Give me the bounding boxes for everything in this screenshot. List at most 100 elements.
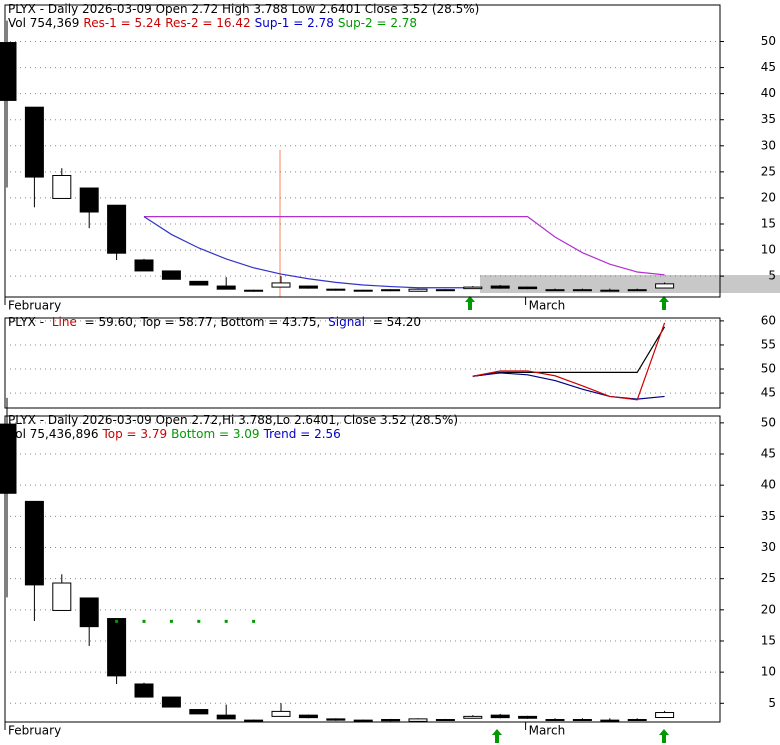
x-tick-label: March	[529, 299, 566, 313]
panel-frame	[4, 415, 721, 723]
header-part: Signal	[328, 315, 365, 329]
candle-body	[545, 719, 565, 722]
candle-body	[216, 714, 236, 720]
candle-body	[189, 709, 209, 715]
y-tick-label: 40	[761, 478, 776, 492]
series-line	[472, 372, 665, 400]
candle-body	[0, 423, 17, 494]
candle-body	[490, 714, 510, 719]
header: Vol 75,436,896 Top = 3.79 Bottom = 3.09 Tre…	[8, 427, 341, 441]
header-part: Trend = 2.56	[263, 427, 341, 441]
trend-dot	[252, 619, 256, 623]
candle-body	[0, 42, 17, 101]
y-tick-label: 50	[761, 415, 776, 429]
candle-body	[435, 289, 455, 292]
candle-body	[79, 187, 99, 213]
candle-body	[326, 288, 346, 291]
arrow	[465, 296, 475, 310]
candle-body	[24, 500, 44, 586]
y-tick-label: 5	[768, 269, 776, 283]
candle-body	[244, 289, 264, 292]
candle-body	[107, 204, 127, 254]
candle-body	[79, 597, 99, 628]
y-tick-label: 15	[761, 217, 776, 231]
candle-body	[298, 714, 318, 719]
x-tick-label: February	[8, 299, 61, 313]
panel-frame	[4, 4, 721, 298]
panel-frame	[4, 317, 721, 409]
candle-body	[627, 719, 647, 722]
candle-body	[408, 288, 428, 292]
candle-body	[408, 718, 428, 722]
candle-body	[381, 289, 401, 292]
y-tick-label: 15	[761, 633, 776, 647]
candle-body	[572, 719, 592, 722]
x-tick-label: March	[529, 724, 566, 738]
y-tick-label: 10	[761, 665, 776, 679]
candle-body	[107, 618, 127, 677]
series-line	[144, 215, 665, 276]
candle-body	[463, 286, 483, 290]
candle-body	[655, 712, 675, 719]
header-part: PLYX - Daily 2026-03-09 Open 2.72 High 3…	[8, 2, 479, 16]
header-part: Line	[52, 315, 77, 329]
candle-body	[518, 286, 538, 290]
candle-body	[298, 285, 318, 289]
header-part: Sup-2 = 2.78	[338, 16, 417, 30]
y-tick-label: 40	[761, 86, 776, 100]
candle-body	[52, 582, 72, 611]
candle-body	[271, 710, 291, 717]
y-tick-label: 20	[761, 190, 776, 204]
y-tick-label: 20	[761, 602, 776, 616]
candle-body	[655, 283, 675, 289]
candle-body	[463, 715, 483, 719]
y-tick-label: 10	[761, 243, 776, 257]
candle-body	[161, 270, 181, 280]
candle-body	[52, 175, 72, 199]
candle-body	[161, 696, 181, 708]
candle-body	[134, 683, 154, 698]
y-tick-label: 5	[768, 696, 776, 710]
y-tick-label: 50	[761, 34, 776, 48]
candle-body	[244, 719, 264, 722]
arrow	[659, 729, 669, 743]
header-part: PLYX - Daily 2026-03-09 Open 2.72,Hi 3.7…	[8, 413, 458, 427]
header: PLYX - Daily 2026-03-09 Open 2.72 High 3…	[8, 2, 479, 16]
y-tick-label: 25	[761, 571, 776, 585]
candle-body	[600, 289, 620, 292]
candle-body	[353, 289, 373, 292]
candle-body	[627, 289, 647, 292]
trend-dot	[115, 619, 119, 623]
candle-body	[435, 719, 455, 722]
y-tick-label: 30	[761, 540, 776, 554]
series-line	[472, 326, 666, 377]
header-part: Res-1 = 5.24	[83, 16, 161, 30]
header-part: Vol 754,369	[8, 16, 79, 30]
candle-body	[353, 719, 373, 722]
trend-dot	[224, 619, 228, 623]
header-part: = 59.60, Top = 58.77, Bottom = 43.75,	[81, 315, 324, 329]
candle-body	[518, 715, 538, 719]
y-tick-label: 45	[761, 60, 776, 74]
y-tick-label: 45	[761, 386, 776, 400]
header: PLYX - Line = 59.60, Top = 58.77, Bottom…	[8, 315, 421, 329]
series-line	[472, 322, 666, 401]
candle-body	[216, 285, 236, 290]
candle-body	[134, 259, 154, 272]
candle-body	[24, 106, 44, 178]
candle-body	[381, 719, 401, 722]
trend-dot	[169, 619, 173, 623]
candle-body	[189, 280, 209, 286]
series-line	[143, 216, 473, 289]
y-tick-label: 35	[761, 509, 776, 523]
candle-body	[326, 718, 346, 721]
trend-dot	[197, 619, 201, 623]
header-part: Top = 3.79	[101, 427, 167, 441]
arrow	[492, 729, 502, 743]
y-tick-label: 30	[761, 138, 776, 152]
support-band	[480, 275, 780, 293]
y-tick-label: 60	[761, 313, 776, 327]
candle-body	[572, 289, 592, 292]
candle-body	[545, 289, 565, 292]
